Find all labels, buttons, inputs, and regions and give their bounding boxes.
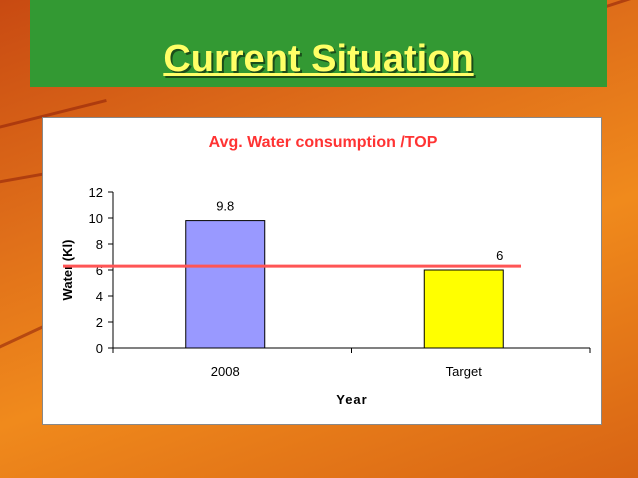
bar-target — [423, 269, 504, 349]
slide-title: Current Situation — [163, 38, 474, 80]
y-tick-label: 8 — [96, 237, 103, 252]
category-label: 2008 — [211, 364, 240, 379]
category-label: Target — [446, 364, 483, 379]
y-tick-label: 4 — [96, 289, 103, 304]
chart-panel: Avg. Water consumption /TOP Water (Kl) Y… — [42, 117, 602, 425]
y-tick-label: 2 — [96, 315, 103, 330]
slide-header: Current Situation — [30, 0, 607, 87]
y-axis-label: Water (Kl) — [60, 240, 75, 301]
bar-chart: Avg. Water consumption /TOP Water (Kl) Y… — [60, 134, 591, 407]
y-tick-label: 0 — [96, 341, 103, 356]
data-label: 6 — [496, 248, 503, 263]
y-tick-label: 6 — [96, 263, 103, 278]
y-tick-label: 12 — [89, 185, 103, 200]
bar-2008 — [185, 220, 266, 349]
data-label: 9.8 — [216, 199, 234, 214]
background-streak-4 — [0, 324, 46, 353]
chart-title: Avg. Water consumption /TOP — [209, 134, 438, 151]
y-tick-label: 10 — [89, 211, 103, 226]
x-axis-label: Year — [336, 392, 367, 407]
